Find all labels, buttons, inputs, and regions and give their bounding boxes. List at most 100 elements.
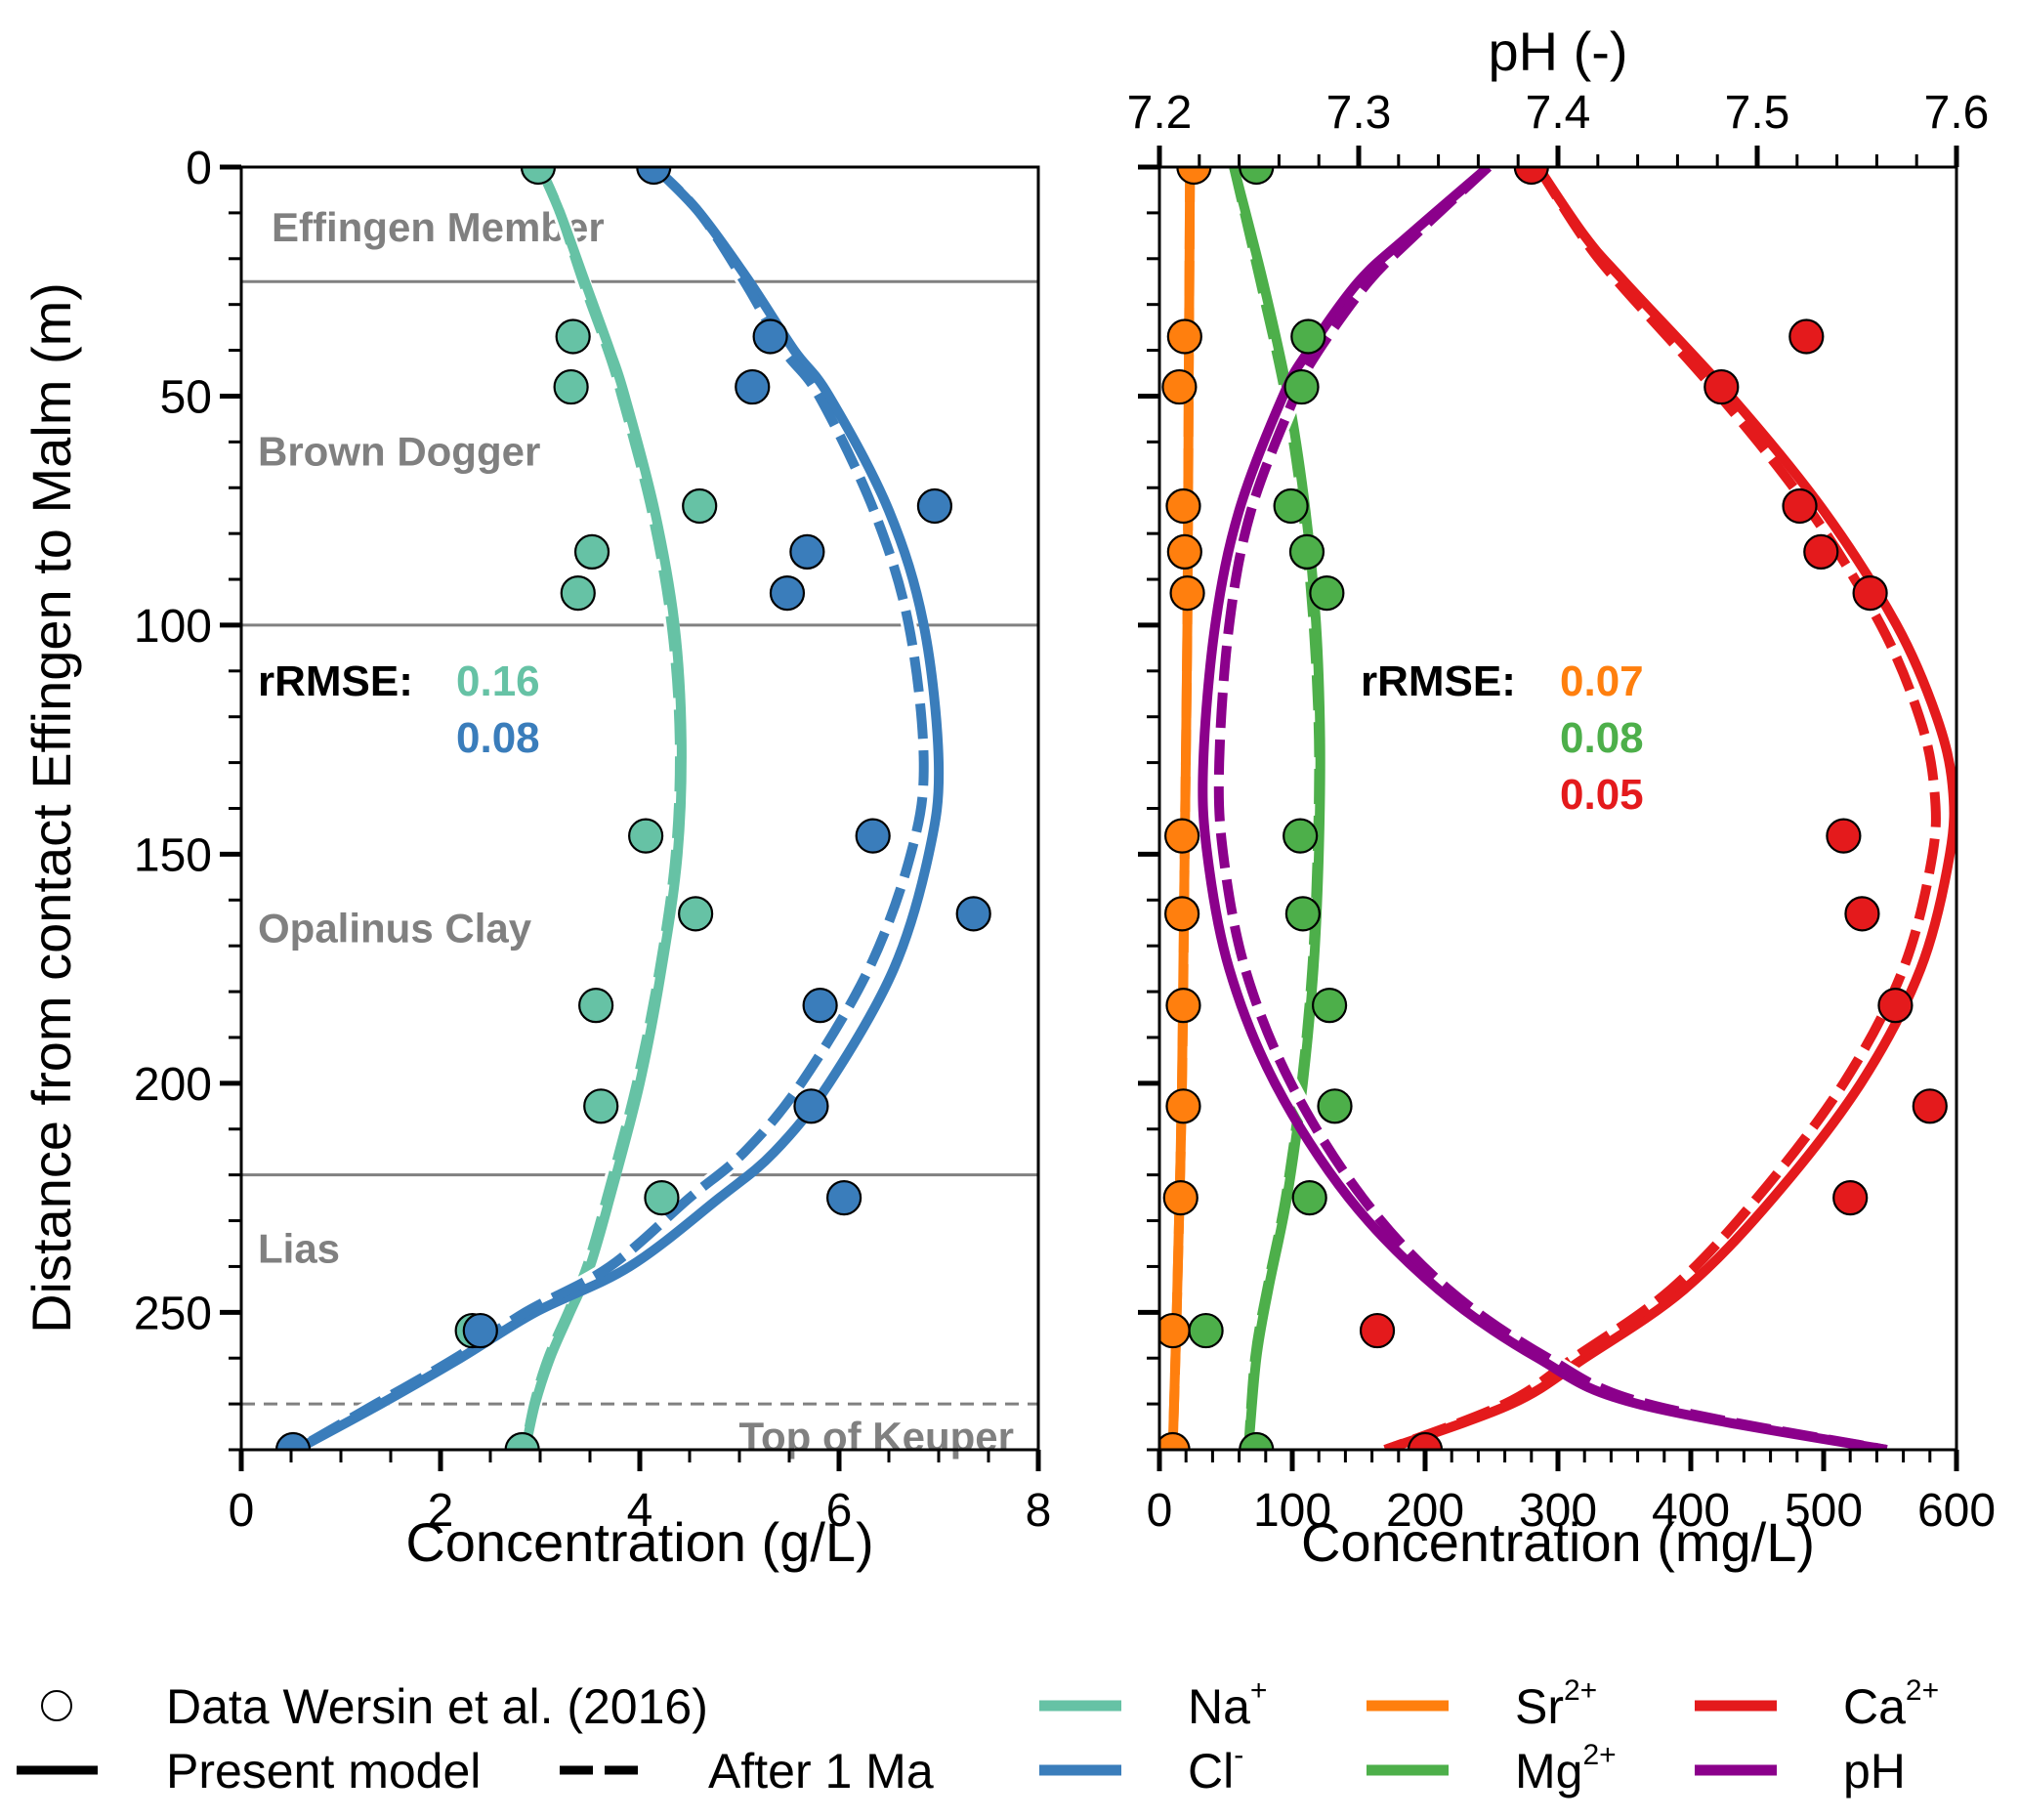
sr2-data-point xyxy=(1159,1312,1191,1349)
mg2-data-point xyxy=(1317,1088,1353,1124)
left-x-tick-label: 6 xyxy=(826,1485,853,1537)
legend-present-label: Present model xyxy=(166,1744,481,1799)
mg2-data-point xyxy=(1291,1179,1327,1216)
cl-data-point xyxy=(955,896,991,932)
mg2-data-point xyxy=(1239,1431,1275,1450)
sr2-data-point xyxy=(1176,167,1212,186)
ca2-after-1ma-halo xyxy=(1382,167,1944,1450)
ca2-data-point xyxy=(1513,167,1549,186)
na-data-point xyxy=(678,896,714,932)
sr2-data-point xyxy=(1159,1431,1191,1450)
right-x-axis-title: Concentration (mg/L) xyxy=(1301,1511,1815,1573)
na-data-point xyxy=(578,988,614,1024)
na-data-point xyxy=(583,1088,619,1124)
y-tick-label: 150 xyxy=(134,829,212,881)
na-data-point xyxy=(573,533,610,571)
mg2-data-point xyxy=(1239,167,1275,186)
ca2-present-model-line xyxy=(1383,167,1956,1450)
sr2-data-point xyxy=(1164,896,1200,932)
layer-label: Brown Dogger xyxy=(258,429,540,475)
layer-label: Effingen Member xyxy=(272,204,605,250)
mg2-data-point xyxy=(1283,818,1319,854)
legend-after-label: After 1 Ma xyxy=(708,1744,934,1799)
ca2-data-point xyxy=(1912,1088,1948,1124)
legend-mg-label: Mg2+ xyxy=(1515,1739,1617,1799)
sr2-data-point xyxy=(1162,1179,1199,1216)
sr2-data-point xyxy=(1164,818,1200,854)
ca2-data-point xyxy=(1832,1179,1869,1216)
cl-data-point xyxy=(462,1312,498,1349)
right-rrmse-value: 0.08 xyxy=(1560,714,1644,762)
layer-label: Top of Keuper xyxy=(738,1414,1014,1460)
ca2-data-point xyxy=(1826,818,1862,854)
cl-data-point xyxy=(855,818,891,854)
na-after-1ma-line xyxy=(520,167,685,1450)
mg2-data-point xyxy=(1309,575,1345,612)
right-x-tick-label: 100 xyxy=(1253,1485,1331,1537)
cl-present-model-line xyxy=(293,167,945,1450)
sr2-data-point xyxy=(1169,575,1205,612)
sr2-data-point xyxy=(1161,368,1198,405)
ca2-data-point xyxy=(1844,896,1880,932)
na-data-point xyxy=(682,487,718,525)
na-data-point xyxy=(628,818,664,854)
ph-after-1ma-line xyxy=(1213,167,1888,1450)
layer-label: Opalinus Clay xyxy=(258,905,532,951)
left-rrmse-value: 0.16 xyxy=(456,657,540,705)
ph-tick-label: 7.6 xyxy=(1924,87,1990,139)
sr2-data-point xyxy=(1165,988,1201,1024)
cl-data-point xyxy=(752,318,788,355)
na-after-1ma-halo xyxy=(517,167,688,1450)
ca2-data-point xyxy=(1359,1312,1396,1349)
sr2-data-point xyxy=(1165,487,1201,525)
right-x-tick-label: 300 xyxy=(1519,1485,1597,1537)
right-x-tick-label: 200 xyxy=(1386,1485,1464,1537)
legend-ca-label: Ca2+ xyxy=(1843,1674,1939,1734)
na-data-point xyxy=(553,368,589,405)
legend-na-label: Na+ xyxy=(1188,1674,1267,1734)
cl-data-point xyxy=(916,487,953,525)
ca2-data-point xyxy=(1788,318,1825,355)
cl-data-point xyxy=(274,1431,312,1450)
cl-data-point xyxy=(769,575,806,612)
mg2-data-point xyxy=(1283,368,1320,405)
na-data-point xyxy=(555,318,591,355)
ph-present-model-line xyxy=(1198,167,1888,1450)
ca2-data-point xyxy=(1407,1431,1444,1450)
mg2-data-point xyxy=(1311,988,1348,1024)
right-x-tick-label: 600 xyxy=(1917,1485,1996,1537)
right-rrmse-value: 0.05 xyxy=(1560,771,1644,819)
cl-data-point xyxy=(789,533,825,571)
na-data-point xyxy=(504,1431,540,1450)
ph-tick-label: 7.3 xyxy=(1326,87,1392,139)
left-data-points xyxy=(274,167,991,1450)
left-x-tick-label: 4 xyxy=(627,1485,653,1537)
mg2-data-point xyxy=(1273,487,1309,525)
ca2-after-1ma-line xyxy=(1383,167,1941,1450)
ca2-data-point xyxy=(1877,988,1914,1024)
y-tick-label: 200 xyxy=(134,1059,212,1111)
sr2-data-point xyxy=(1166,533,1202,571)
layer-label: Lias xyxy=(258,1226,340,1272)
legend-data-label: Data Wersin et al. (2016) xyxy=(166,1679,708,1734)
mg2-data-point xyxy=(1284,896,1321,932)
left-panel: Effingen Member Brown Dogger Opalinus Clay… xyxy=(134,143,1051,1537)
mg2-data-point xyxy=(1288,533,1325,571)
sr2-data-point xyxy=(1165,1088,1201,1124)
legend: Data Wersin et al. (2016) Present model … xyxy=(17,1674,1939,1799)
left-x-tick-label: 0 xyxy=(229,1485,255,1537)
cl-data-point xyxy=(636,167,672,186)
ph-tick-label: 7.2 xyxy=(1127,87,1193,139)
na-data-point xyxy=(560,575,596,612)
right-panel: 0 100 200 300 400 500 600 7.2 7.3 7.4 7.5 7.6 rRMSE:… xyxy=(1127,87,1996,1537)
mg2-data-point xyxy=(1188,1312,1224,1349)
ph-tick-label: 7.5 xyxy=(1725,87,1790,139)
mg2-data-point xyxy=(1290,318,1326,355)
ph-tick-label: 7.4 xyxy=(1526,87,1591,139)
cl-after-1ma-line xyxy=(293,167,929,1450)
y-tick-label: 100 xyxy=(134,601,212,653)
ca2-data-point xyxy=(1852,575,1888,612)
legend-sr-label: Sr2+ xyxy=(1515,1674,1597,1734)
left-x-axis-title: Concentration (g/L) xyxy=(405,1511,873,1573)
